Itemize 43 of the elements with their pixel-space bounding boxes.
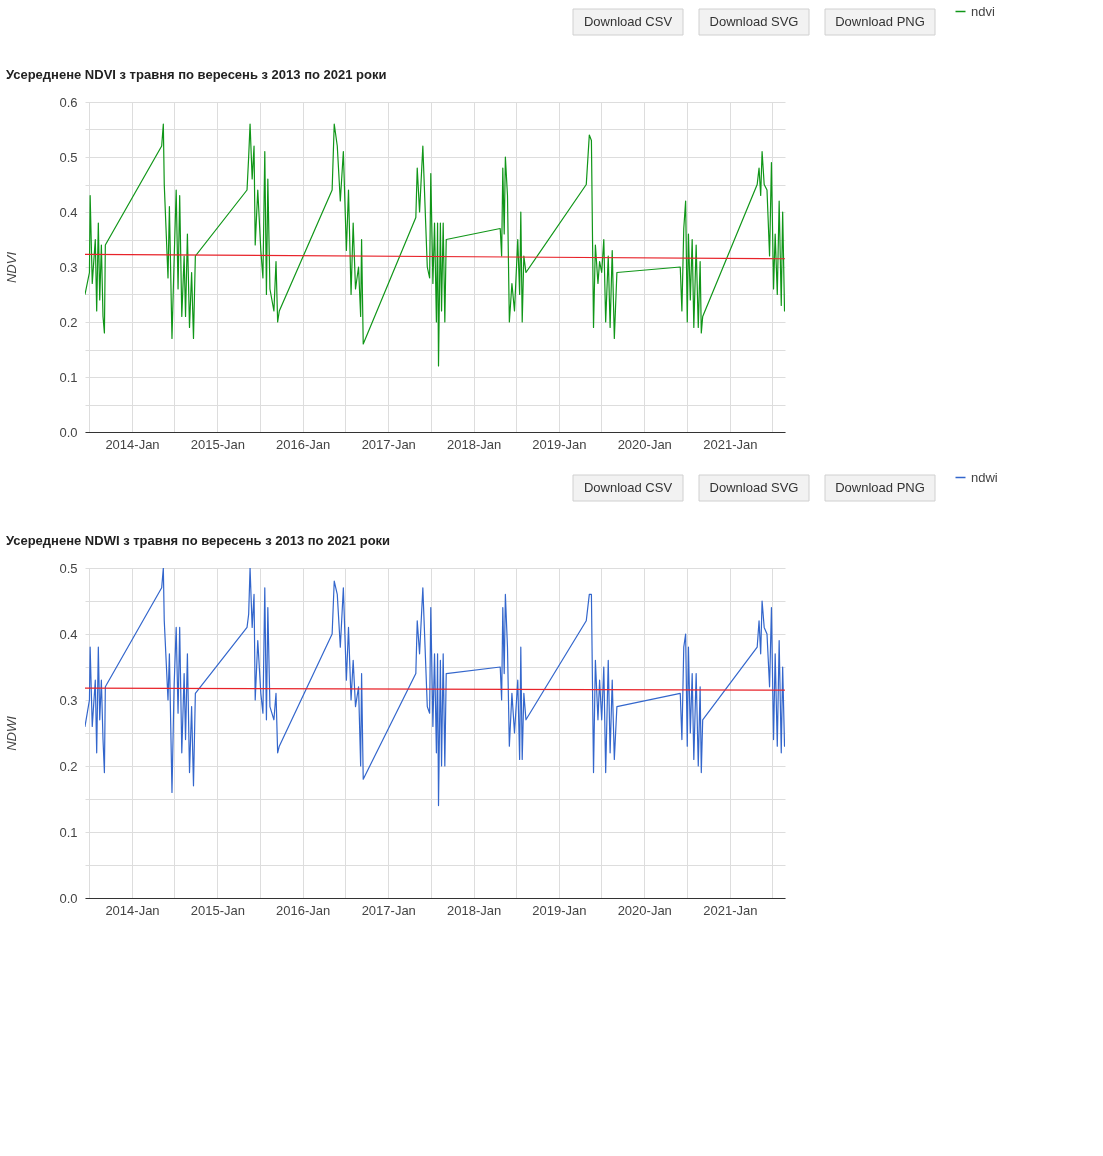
- x-tick-label: 2019-Jan: [532, 436, 587, 452]
- x-tick-label: 2020-Jan: [617, 902, 672, 918]
- x-tick-label: 2017-Jan: [361, 436, 416, 452]
- y-tick-label: 0.1: [59, 369, 78, 385]
- legend-label: ndwi: [971, 469, 998, 485]
- x-tick-label: 2015-Jan: [190, 436, 245, 452]
- x-tick-label: 2020-Jan: [617, 436, 672, 452]
- x-tick-label: 2019-Jan: [532, 902, 587, 918]
- y-tick-label: 0.0: [59, 424, 78, 440]
- y-tick-label: 0.3: [59, 692, 78, 708]
- y-axis-title: NDWI: [4, 715, 20, 751]
- text: Download SVG: [709, 14, 799, 29]
- x-tick-label: 2018-Jan: [446, 902, 502, 918]
- y-tick-label: 0.4: [59, 204, 78, 220]
- y-tick-label: 0.0: [59, 890, 78, 906]
- y-tick-label: 0.6: [59, 94, 78, 110]
- x-tick-label: 2014-Jan: [105, 902, 160, 918]
- legend-label: ndvi: [971, 3, 995, 19]
- text: Download SVG: [709, 480, 799, 495]
- y-axis-title: NDVI: [4, 251, 20, 284]
- y-tick-label: 0.4: [59, 626, 78, 642]
- text: Download PNG: [835, 14, 925, 29]
- y-tick-label: 0.2: [59, 758, 78, 774]
- line-series: [85, 568, 785, 807]
- y-tick-label: 0.1: [59, 824, 78, 840]
- chart-title: Усереднене NDVI з травня по вересень з 2013 по 2021 роки: [5, 67, 387, 82]
- y-tick-label: 0.5: [59, 560, 78, 576]
- line-series: [85, 123, 785, 367]
- x-tick-label: 2017-Jan: [361, 902, 416, 918]
- x-tick-label: 2018-Jan: [446, 436, 502, 452]
- x-tick-label: 2021-Jan: [703, 436, 758, 452]
- y-tick-label: 0.2: [59, 314, 78, 330]
- y-tick-label: 0.3: [59, 259, 78, 275]
- text: Download CSV: [583, 14, 673, 29]
- x-tick-label: 2014-Jan: [105, 436, 160, 452]
- x-tick-label: 2016-Jan: [276, 436, 331, 452]
- x-tick-label: 2015-Jan: [190, 902, 245, 918]
- x-tick-label: 2021-Jan: [703, 902, 758, 918]
- text: Download CSV: [583, 480, 673, 495]
- text: Download PNG: [835, 480, 925, 495]
- chart-title: Усереднене NDWI з травня по вересень з 2013 по 2021 роки: [5, 533, 391, 548]
- x-tick-label: 2016-Jan: [276, 902, 331, 918]
- y-tick-label: 0.5: [59, 149, 78, 165]
